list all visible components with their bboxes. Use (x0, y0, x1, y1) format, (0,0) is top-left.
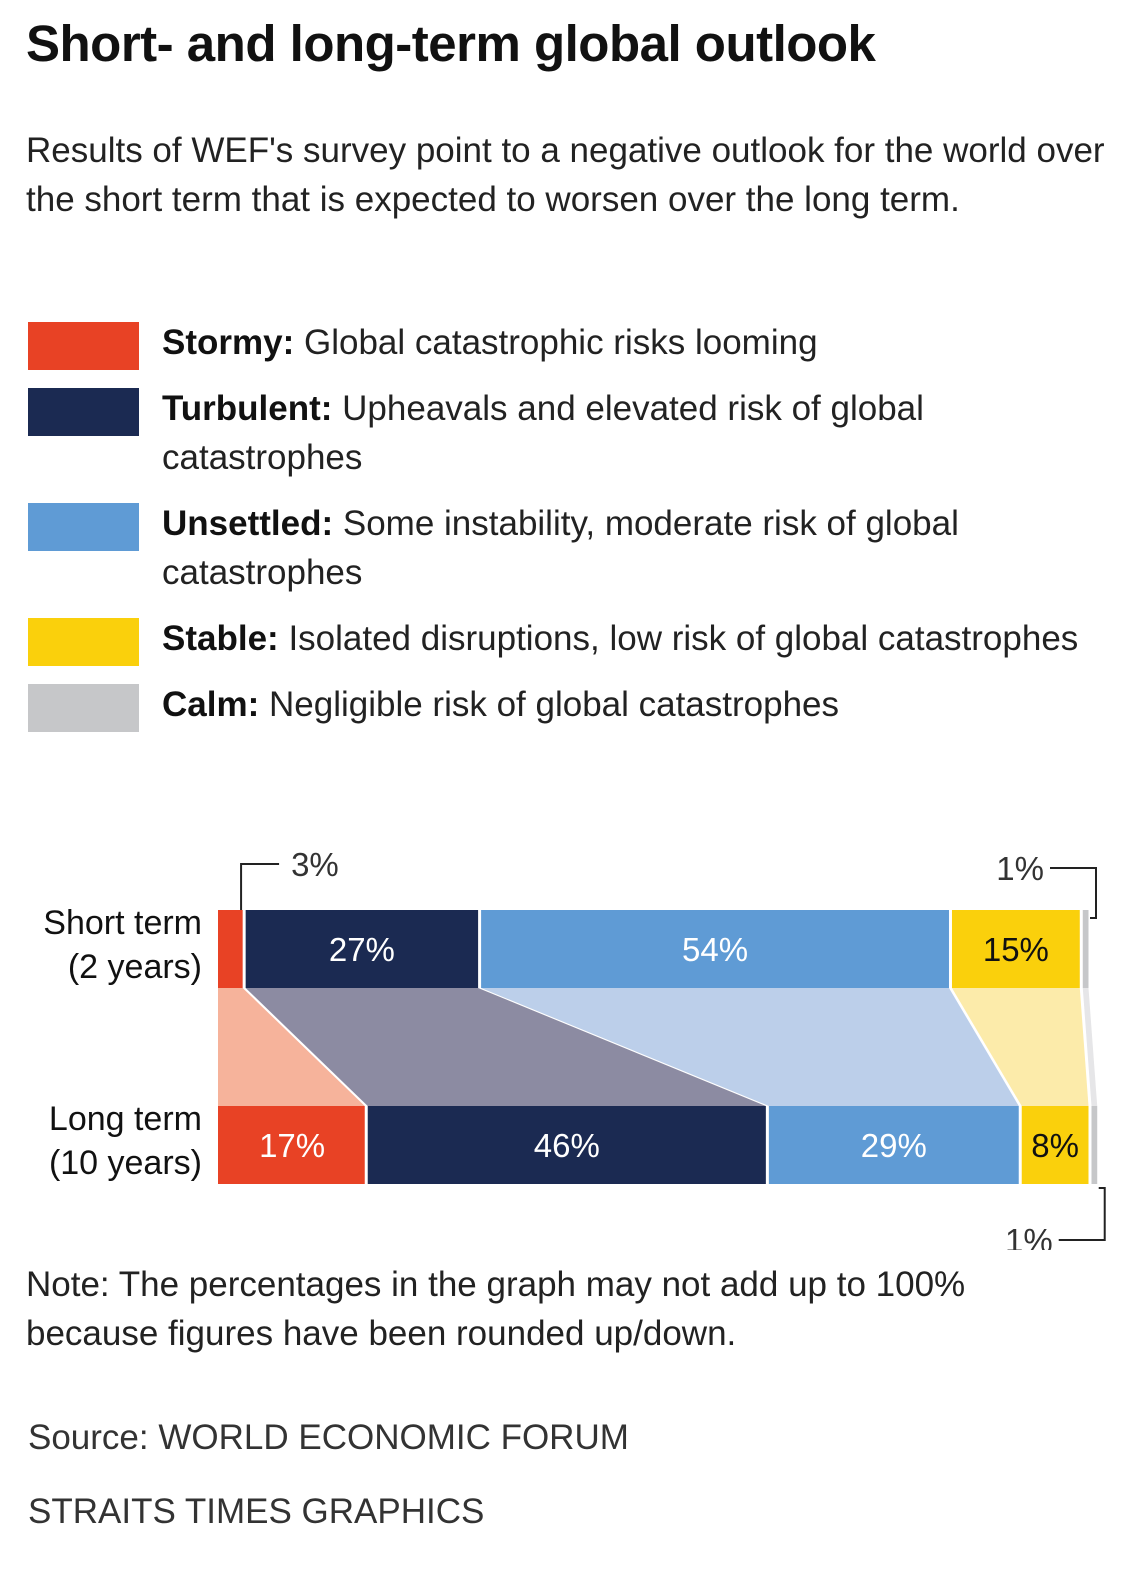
legend-item-turbulent: Turbulent: Upheavals and elevated risk o… (28, 384, 1108, 482)
data-label-stable-short-term: 15% (983, 931, 1049, 968)
category-label: Short term (43, 904, 202, 942)
bar-unsettled-short-term (481, 910, 949, 988)
connector-calm (1082, 988, 1098, 1106)
source-line: Source: WORLD ECONOMIC FORUM (28, 1418, 629, 1457)
leader-line (1058, 1187, 1106, 1241)
leader-line (1050, 867, 1097, 919)
bar-stable-long-term (1021, 1106, 1089, 1184)
legend-swatch-stormy (28, 322, 139, 370)
bar-stable-short-term (951, 910, 1080, 988)
legend-key-unsettled: Unsettled: (162, 504, 334, 543)
category-label: Long term (49, 1100, 202, 1138)
bar-turbulent-long-term (367, 1106, 766, 1184)
legend-item-stormy: Stormy: Global catastrophic risks loomin… (28, 318, 1108, 370)
data-label-turbulent-long-term: 46% (534, 1127, 600, 1164)
legend-swatch-stable (28, 618, 139, 666)
legend-swatch-turbulent (28, 388, 139, 436)
legend-swatch-unsettled (28, 503, 139, 551)
legend-key-stable: Stable: (162, 619, 279, 658)
category-label: (10 years) (49, 1144, 202, 1182)
data-label-turbulent-short-term: 27% (329, 931, 395, 968)
data-label-stormy-long-term: 17% (259, 1127, 325, 1164)
legend-item-stable: Stable: Isolated disruptions, low risk o… (28, 614, 1108, 666)
bar-stormy-short-term (218, 910, 243, 988)
connector-unsettled (481, 988, 1019, 1106)
bar-stormy-long-term (218, 1106, 365, 1184)
legend-desc-stormy: Global catastrophic risks looming (303, 323, 818, 362)
legend-key-stormy: Stormy: (162, 323, 295, 362)
leader-line (240, 863, 280, 910)
legend: Stormy: Global catastrophic risks loomin… (28, 318, 1108, 732)
legend-desc-stable: Isolated disruptions, low risk of global… (288, 619, 1079, 658)
bar-unsettled-long-term (768, 1106, 1019, 1184)
data-label-unsettled-short-term: 54% (682, 931, 748, 968)
legend-desc-turbulent: Upheavals and elevated risk of global ca… (162, 389, 924, 477)
chart-title: Short- and long-term global outlook (26, 15, 876, 72)
chart-subtitle: Results of WEF's survey point to a negat… (26, 131, 1105, 219)
legend-item-calm: Calm: Negligible risk of global catastro… (28, 680, 1108, 732)
legend-key-calm: Calm: (162, 685, 260, 724)
legend-desc-calm: Negligible risk of global catastrophes (268, 685, 840, 724)
bar-calm-short-term (1082, 910, 1089, 988)
category-label: (2 years) (68, 948, 202, 986)
connector-turbulent (245, 988, 766, 1106)
bar-calm-long-term (1091, 1106, 1098, 1184)
legend-desc-unsettled: Some instability, moderate risk of globa… (162, 504, 959, 592)
data-label-stable-long-term: 8% (1031, 1127, 1079, 1164)
data-label-calm-short-term: 1% (996, 850, 1044, 887)
legend-key-turbulent: Turbulent: (162, 389, 333, 428)
stacked-bar-chart: Short term (2 years) Long term (10 years) 3%… (43, 846, 1106, 1250)
data-label-calm-long-term: 1% (1005, 1222, 1053, 1250)
data-label-stormy-short-term: 3% (291, 846, 339, 883)
data-label-unsettled-long-term: 29% (861, 1127, 927, 1164)
bar-turbulent-short-term (245, 910, 479, 988)
credit-line: STRAITS TIMES GRAPHICS (28, 1492, 485, 1531)
legend-item-unsettled: Unsettled: Some instability, moderate ri… (28, 499, 1108, 597)
legend-swatch-calm (28, 684, 139, 732)
connector-stormy (218, 988, 365, 1106)
connector-stable (951, 988, 1089, 1106)
chart-note: Note: The percentages in the graph may n… (26, 1265, 966, 1353)
